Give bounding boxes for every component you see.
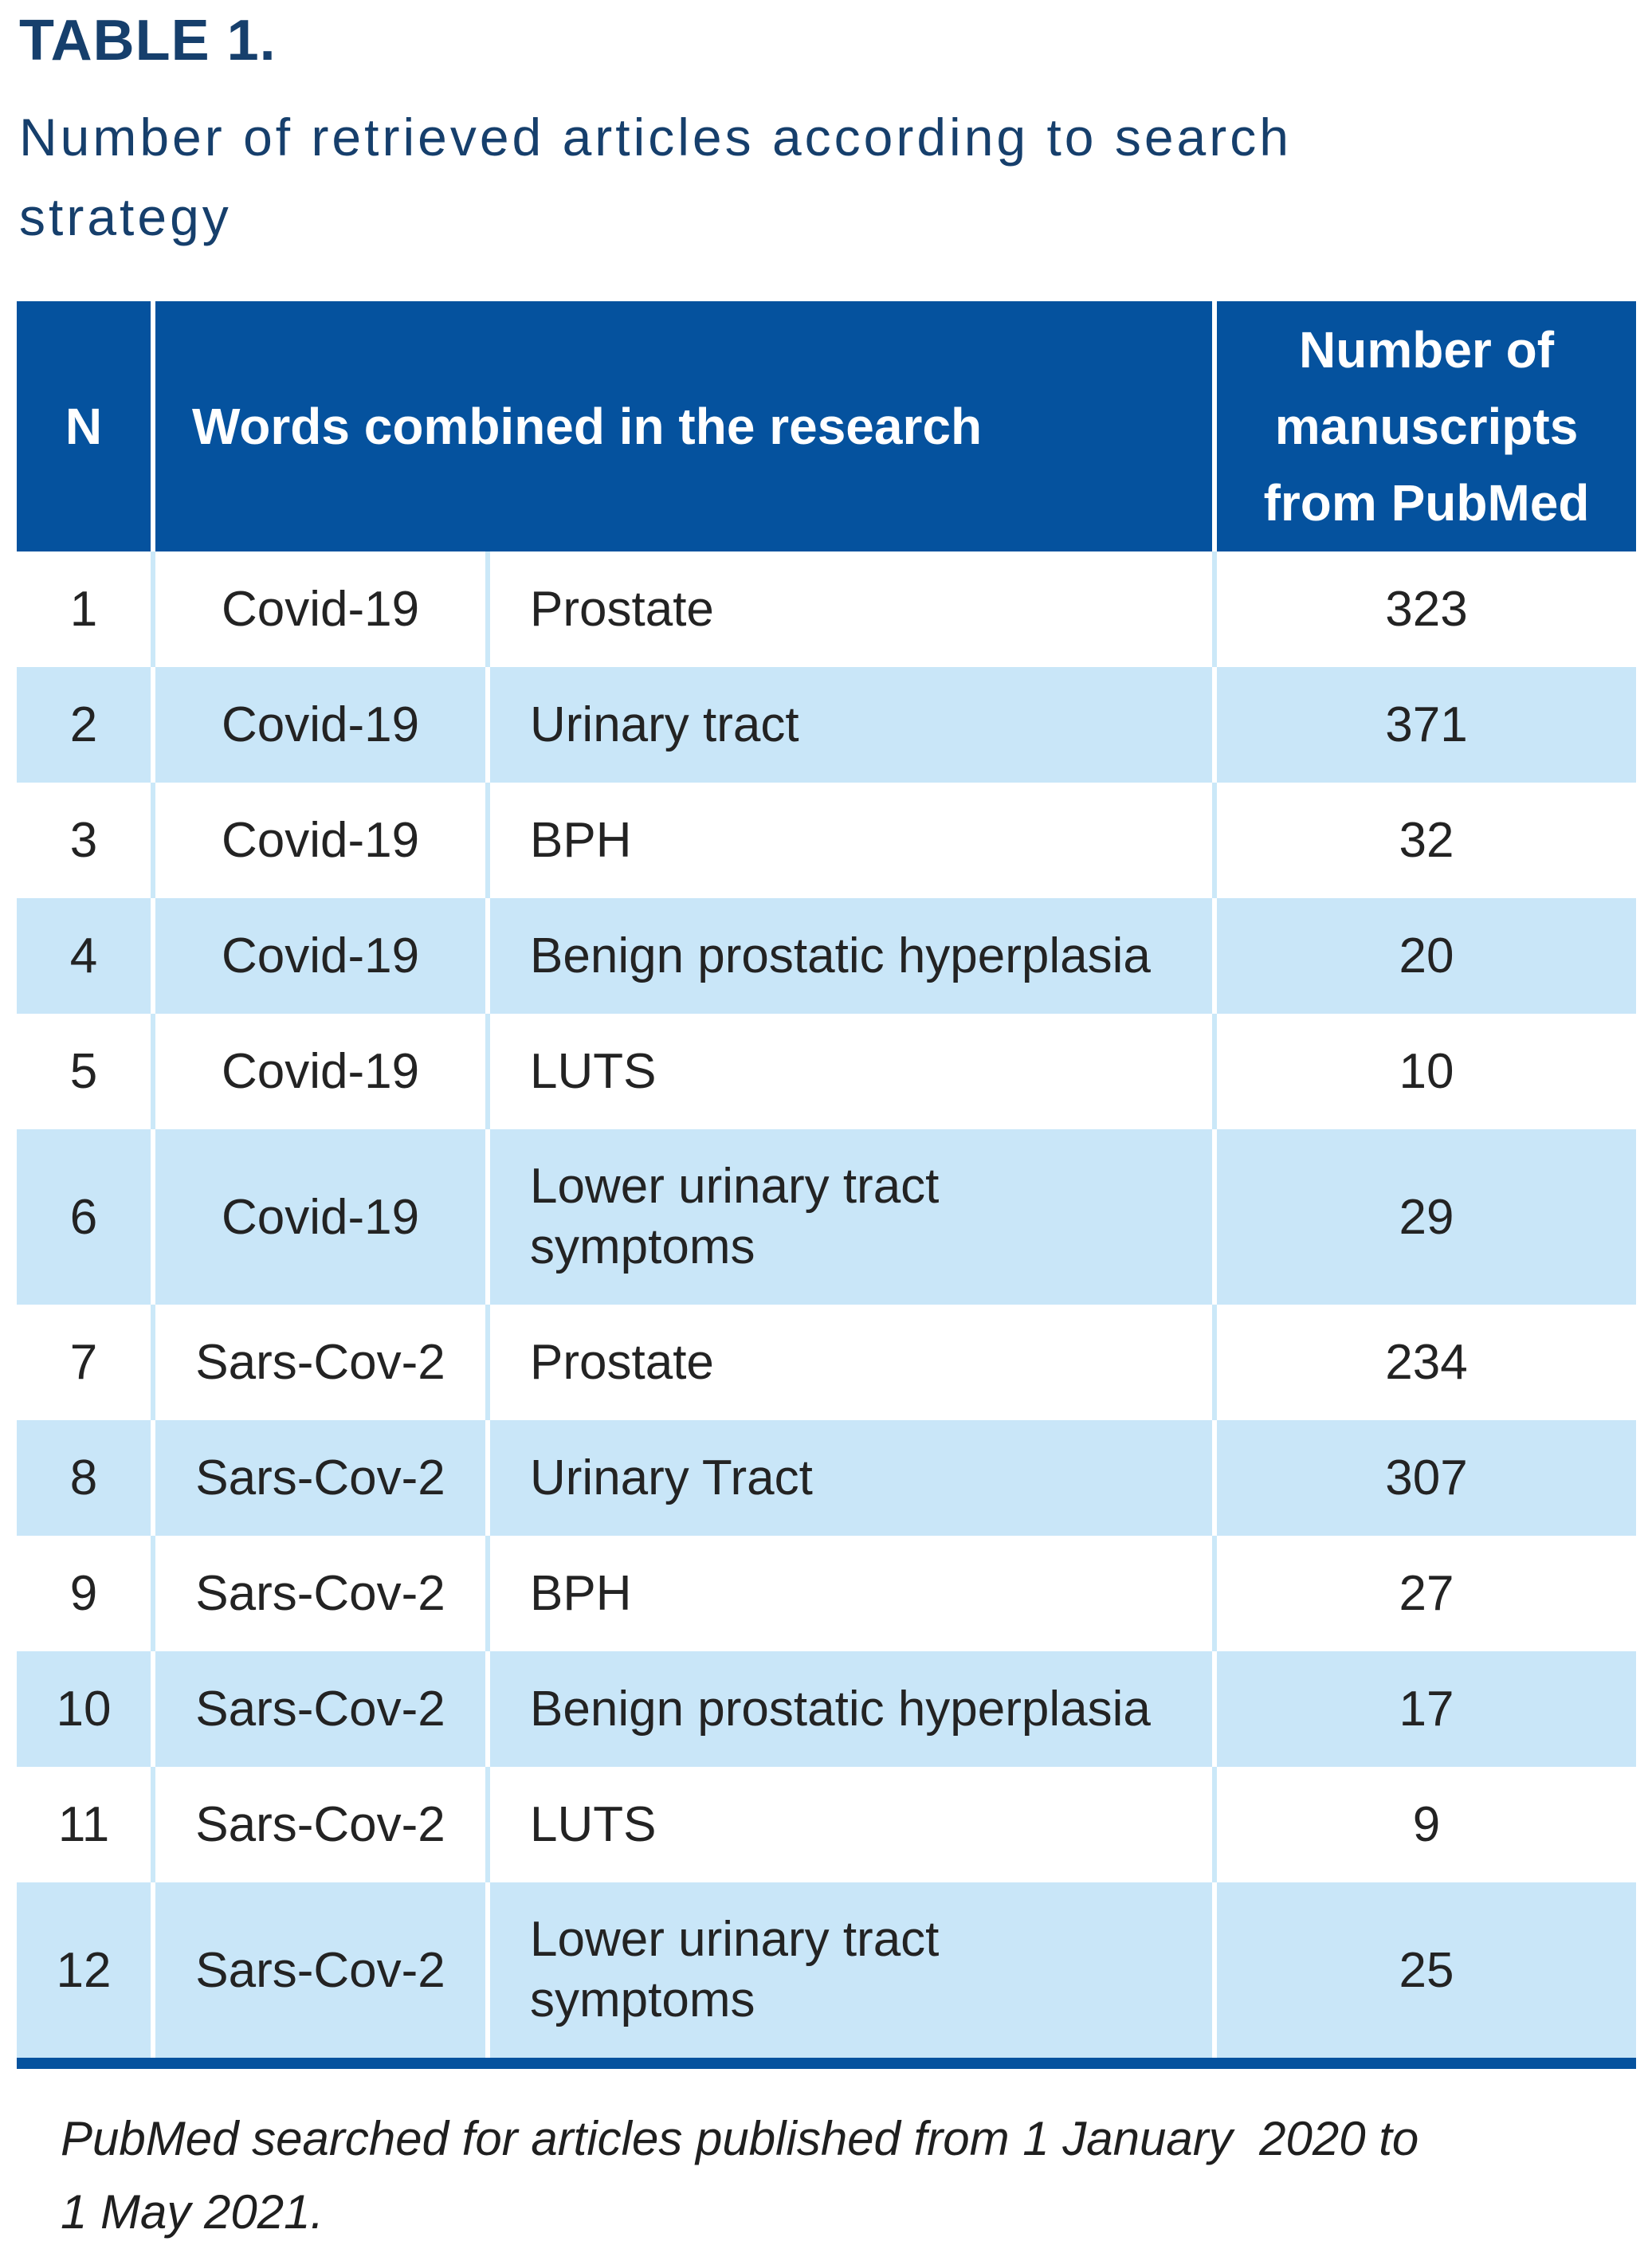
cell-search-term-1: Covid-19 — [151, 1014, 485, 1129]
cell-row-number: 10 — [56, 1682, 112, 1737]
cell-manuscript-count: 27 — [1212, 1536, 1636, 1651]
table-row: 12 Sars-Cov-2 Lower urinary tract sympto… — [17, 1882, 1636, 2058]
cell-search-term-2: Benign prostatic hyperplasia — [485, 1651, 1212, 1767]
cell-manuscript-count: 234 — [1212, 1305, 1636, 1420]
cell-manuscript-count: 323 — [1212, 551, 1636, 667]
cell-search-term-2: Lower urinary tract symptoms — [485, 1882, 1212, 2058]
cell-row-number: 5 — [69, 1044, 98, 1099]
table-row: 10 Sars-Cov-2 Benign prostatic hyperplas… — [17, 1651, 1636, 1767]
cell-search-term-2: LUTS — [485, 1767, 1212, 1882]
cell-row-number: 12 — [56, 1942, 112, 1998]
cell-search-term-1: Covid-19 — [151, 1129, 485, 1305]
cell-manuscript-count: 307 — [1212, 1420, 1636, 1536]
cell-search-term-1: Covid-19 — [151, 898, 485, 1014]
table-row: 3 Covid-19 BPH 32 — [17, 783, 1636, 898]
cell-search-term-1: Sars-Cov-2 — [151, 1305, 485, 1420]
cell-search-term-2: Urinary tract — [485, 667, 1212, 783]
cell-search-term-1: Sars-Cov-2 — [151, 1882, 485, 2058]
cell-row-number: 2 — [69, 697, 98, 752]
cell-search-term-2: BPH — [485, 783, 1212, 898]
table-row: 1 Covid-19 Prostate 323 — [17, 551, 1636, 667]
search-strategy-table: N Words combined in the research Number … — [17, 301, 1636, 2069]
cell-search-term-2: BPH — [485, 1536, 1212, 1651]
cell-search-term-2: Lower urinary tract symptoms — [485, 1129, 1212, 1305]
cell-search-term-1: Sars-Cov-2 — [151, 1767, 485, 1882]
cell-search-term-2: Prostate — [485, 1305, 1212, 1420]
cell-row-number: 1 — [69, 582, 98, 637]
table-row: 2 Covid-19 Urinary tract 371 — [17, 667, 1636, 783]
table-label: TABLE 1. — [19, 9, 277, 73]
cell-search-term-1: Sars-Cov-2 — [151, 1536, 485, 1651]
table-row: 6 Covid-19 Lower urinary tract symptoms … — [17, 1129, 1636, 1305]
table-row: 8 Sars-Cov-2 Urinary Tract 307 — [17, 1420, 1636, 1536]
cell-manuscript-count: 371 — [1212, 667, 1636, 783]
cell-manuscript-count: 17 — [1212, 1651, 1636, 1767]
cell-manuscript-count: 20 — [1212, 898, 1636, 1014]
table-row: 5 Covid-19 LUTS 10 — [17, 1014, 1636, 1129]
cell-manuscript-count: 9 — [1212, 1767, 1636, 1882]
table-row: 9 Sars-Cov-2 BPH 27 — [17, 1536, 1636, 1651]
table-row: 4 Covid-19 Benign prostatic hyperplasia … — [17, 898, 1636, 1014]
cell-search-term-1: Covid-19 — [151, 667, 485, 783]
cell-manuscript-count: 10 — [1212, 1014, 1636, 1129]
cell-row-number: 11 — [57, 1797, 110, 1852]
cell-search-term-1: Sars-Cov-2 — [151, 1651, 485, 1767]
cell-search-term-1: Sars-Cov-2 — [151, 1420, 485, 1536]
cell-search-term-1: Covid-19 — [151, 551, 485, 667]
cell-row-number: 6 — [69, 1189, 98, 1245]
cell-row-number: 7 — [69, 1335, 98, 1390]
table-footnote: PubMed searched for articles published f… — [61, 2112, 1419, 2239]
header-cell-n: N — [65, 398, 103, 455]
cell-manuscript-count: 29 — [1212, 1129, 1636, 1305]
header-cell-words: Words combined in the research — [151, 301, 1212, 551]
cell-search-term-2: Urinary Tract — [485, 1420, 1212, 1536]
cell-manuscript-count: 32 — [1212, 783, 1636, 898]
table-header-row: N Words combined in the research Number … — [17, 301, 1636, 551]
table-row: 11 Sars-Cov-2 LUTS 9 — [17, 1767, 1636, 1882]
cell-row-number: 9 — [69, 1566, 98, 1621]
table-caption: Number of retrieved articles according t… — [19, 108, 1292, 246]
cell-row-number: 3 — [69, 813, 98, 868]
table-bottom-rule — [17, 2058, 1636, 2069]
table-row: 7 Sars-Cov-2 Prostate 234 — [17, 1305, 1636, 1420]
cell-search-term-2: Prostate — [485, 551, 1212, 667]
cell-manuscript-count: 25 — [1212, 1882, 1636, 2058]
cell-row-number: 8 — [69, 1450, 98, 1505]
header-cell-count: Number of manuscripts from PubMed — [1212, 301, 1636, 551]
cell-row-number: 4 — [69, 928, 98, 983]
cell-search-term-1: Covid-19 — [151, 783, 485, 898]
cell-search-term-2: Benign prostatic hyperplasia — [485, 898, 1212, 1014]
cell-search-term-2: LUTS — [485, 1014, 1212, 1129]
